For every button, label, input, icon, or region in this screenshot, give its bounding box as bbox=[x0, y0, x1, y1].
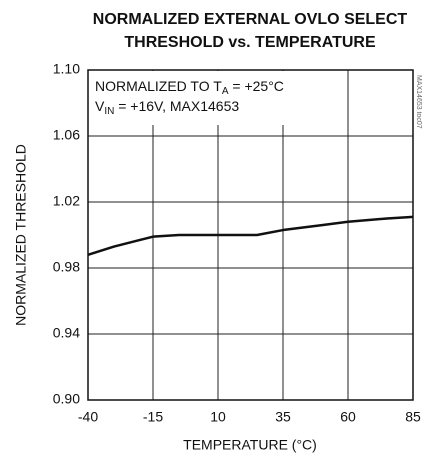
annotation-box bbox=[89, 71, 311, 125]
annotation-part: IN bbox=[104, 106, 114, 117]
y-axis-label: NORMALIZED THRESHOLD bbox=[13, 144, 29, 326]
side-note: MAX14653 toc07 bbox=[415, 75, 422, 129]
annotation-part: A bbox=[222, 86, 229, 97]
y-tick-label: 0.94 bbox=[53, 325, 80, 341]
x-axis-label: TEMPERATURE (°C) bbox=[183, 437, 317, 453]
x-tick-label: -15 bbox=[143, 409, 163, 425]
annotation-part: NORMALIZED TO T bbox=[95, 78, 222, 94]
plot-frame bbox=[87, 69, 414, 401]
x-tick-label: -40 bbox=[78, 409, 98, 425]
annotation-part: = +16V, MAX14653 bbox=[114, 98, 239, 114]
y-tick-label: 1.10 bbox=[53, 61, 80, 77]
chart-title: THRESHOLD vs. TEMPERATURE bbox=[124, 34, 376, 51]
annotation-part: V bbox=[95, 98, 105, 114]
y-tick-label: 1.06 bbox=[53, 127, 80, 143]
y-tick-label: 0.98 bbox=[53, 259, 80, 275]
x-tick-label: 85 bbox=[405, 409, 421, 425]
data-line bbox=[87, 215, 414, 256]
x-tick-label: 35 bbox=[275, 409, 291, 425]
x-tick-label: 10 bbox=[210, 409, 226, 425]
y-tick-label: 0.90 bbox=[53, 391, 80, 407]
annotation: VIN = +16V, MAX14653 bbox=[95, 98, 239, 117]
annotation: NORMALIZED TO TA = +25°C bbox=[95, 78, 284, 97]
x-tick-label: 60 bbox=[340, 409, 356, 425]
y-tick-label: 1.02 bbox=[53, 193, 80, 209]
annotation-part: = +25°C bbox=[228, 78, 283, 94]
chart-title: NORMALIZED EXTERNAL OVLO SELECT bbox=[93, 11, 408, 28]
